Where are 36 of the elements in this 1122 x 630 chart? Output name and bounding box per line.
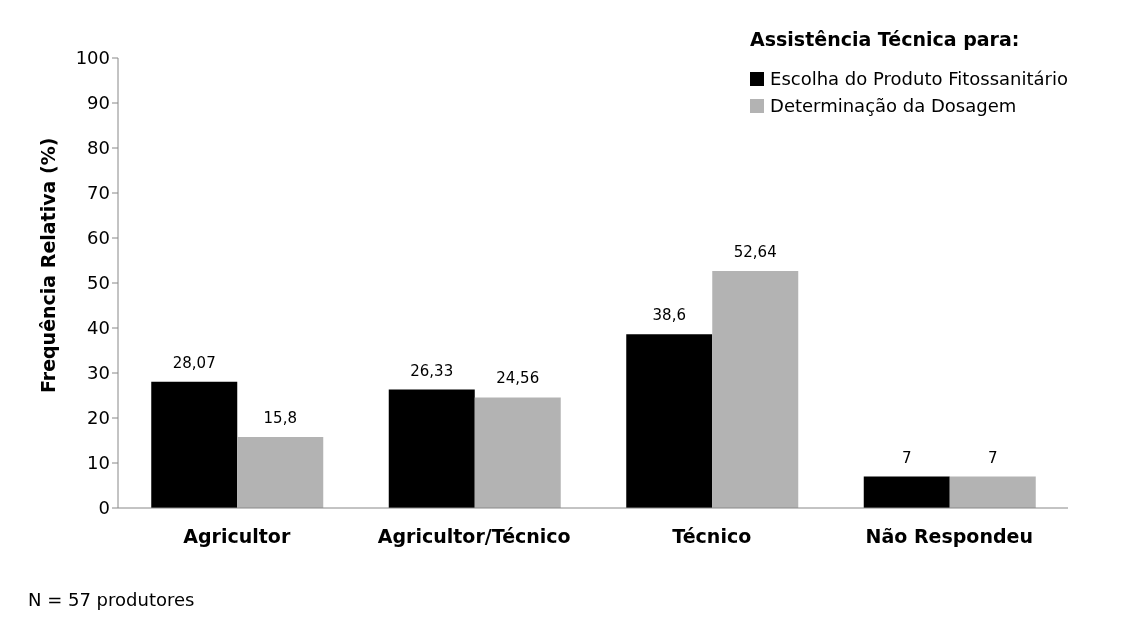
bar: [474, 397, 561, 508]
data-label: 38,6: [652, 306, 686, 325]
data-label: 7: [987, 448, 998, 467]
y-tick-label: 50: [87, 272, 110, 294]
bar: [626, 334, 713, 508]
y-tick-label: 60: [87, 227, 110, 249]
y-axis-title: Frequência Relativa (%): [36, 137, 59, 393]
legend-title: Assistência Técnica para:: [750, 28, 1021, 50]
data-label: 7: [901, 448, 912, 467]
legend-label: Escolha do Produto Fitossanitário: [770, 68, 1068, 89]
x-tick-label: Não Respondeu: [865, 525, 1033, 548]
bar: [151, 381, 238, 508]
x-tick-label: Agricultor: [183, 525, 291, 548]
bar: [712, 271, 799, 508]
y-tick-label: 0: [98, 497, 110, 519]
y-tick-label: 100: [75, 47, 110, 69]
data-label: 26,33: [410, 361, 454, 380]
bar: [388, 389, 475, 508]
text: N = 57 produtores: [28, 589, 195, 610]
y-tick-label: 80: [87, 137, 110, 159]
data-label: 15,8: [263, 408, 297, 427]
y-tick-label: 40: [87, 317, 110, 339]
y-tick-label: 70: [87, 182, 110, 204]
bar: [949, 476, 1036, 508]
x-tick-label: Técnico: [672, 525, 752, 548]
data-label: 24,56: [496, 369, 540, 388]
bar: [863, 476, 950, 508]
x-tick-label: Agricultor/Técnico: [377, 525, 571, 548]
y-tick-label: 20: [87, 407, 110, 429]
data-label: 28,07: [172, 353, 216, 372]
legend-label: Determinação da Dosagem: [770, 95, 1017, 116]
y-tick-label: 90: [87, 92, 110, 114]
y-tick-label: 30: [87, 362, 110, 384]
bar: [237, 436, 324, 508]
y-tick-label: 10: [87, 452, 110, 474]
data-label: 52,64: [733, 243, 777, 262]
